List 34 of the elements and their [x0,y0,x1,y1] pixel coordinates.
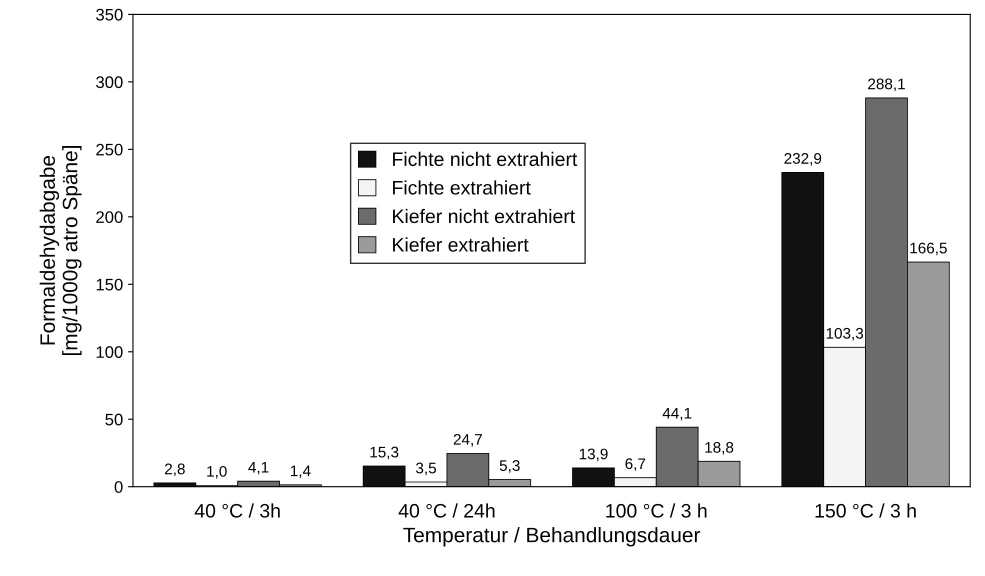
legend-label: Fichte nicht extrahiert [393,152,578,166]
data-label: 288,1 [868,78,905,92]
x-tick-label: 40 °C / 3h [194,503,280,518]
data-label: 6,7 [625,458,646,471]
data-label: 13,9 [580,448,608,462]
x-tick-label: 100 °C / 3 h [606,503,706,518]
data-label: 4,1 [248,462,268,474]
x-tick-label: 150 °C / 3 h [816,503,916,518]
y-tick-label: 150 [96,278,123,290]
y-tick-label: 100 [96,346,123,358]
data-label: 232,9 [784,153,822,166]
data-label: 5,3 [500,460,520,473]
y-tick-label: 300 [96,76,123,88]
legend-label: Fichte extrahiert [393,180,531,195]
legend-label: Kiefer nicht extrahiert [393,208,576,224]
y-tick-label: 350 [96,8,123,21]
data-label: 103,3 [826,328,864,341]
x-tick-label: 40 °C / 24h [398,503,494,518]
data-label: 3,5 [416,462,436,476]
y-tick-label: 250 [96,144,123,156]
data-label: 18,8 [705,442,734,455]
y-axis-title: Formaldehydabgabe [mg/1000g atro Späne] [40,146,82,356]
y-tick-label: 0 [114,481,123,493]
y-tick-label: 50 [105,414,123,426]
legend-label: Kiefer extrahiert [393,237,529,252]
data-label: 1,4 [290,466,311,478]
data-label: 2,8 [164,464,185,476]
data-label: 44,1 [662,408,692,420]
data-label: 15,3 [370,446,398,460]
x-axis-title: Temperatur / Behandlungsdauer [403,527,700,546]
data-label: 1,0 [207,466,227,479]
y-tick-label: 200 [96,211,123,224]
data-label: 24,7 [454,434,482,447]
data-label: 166,5 [910,242,947,256]
